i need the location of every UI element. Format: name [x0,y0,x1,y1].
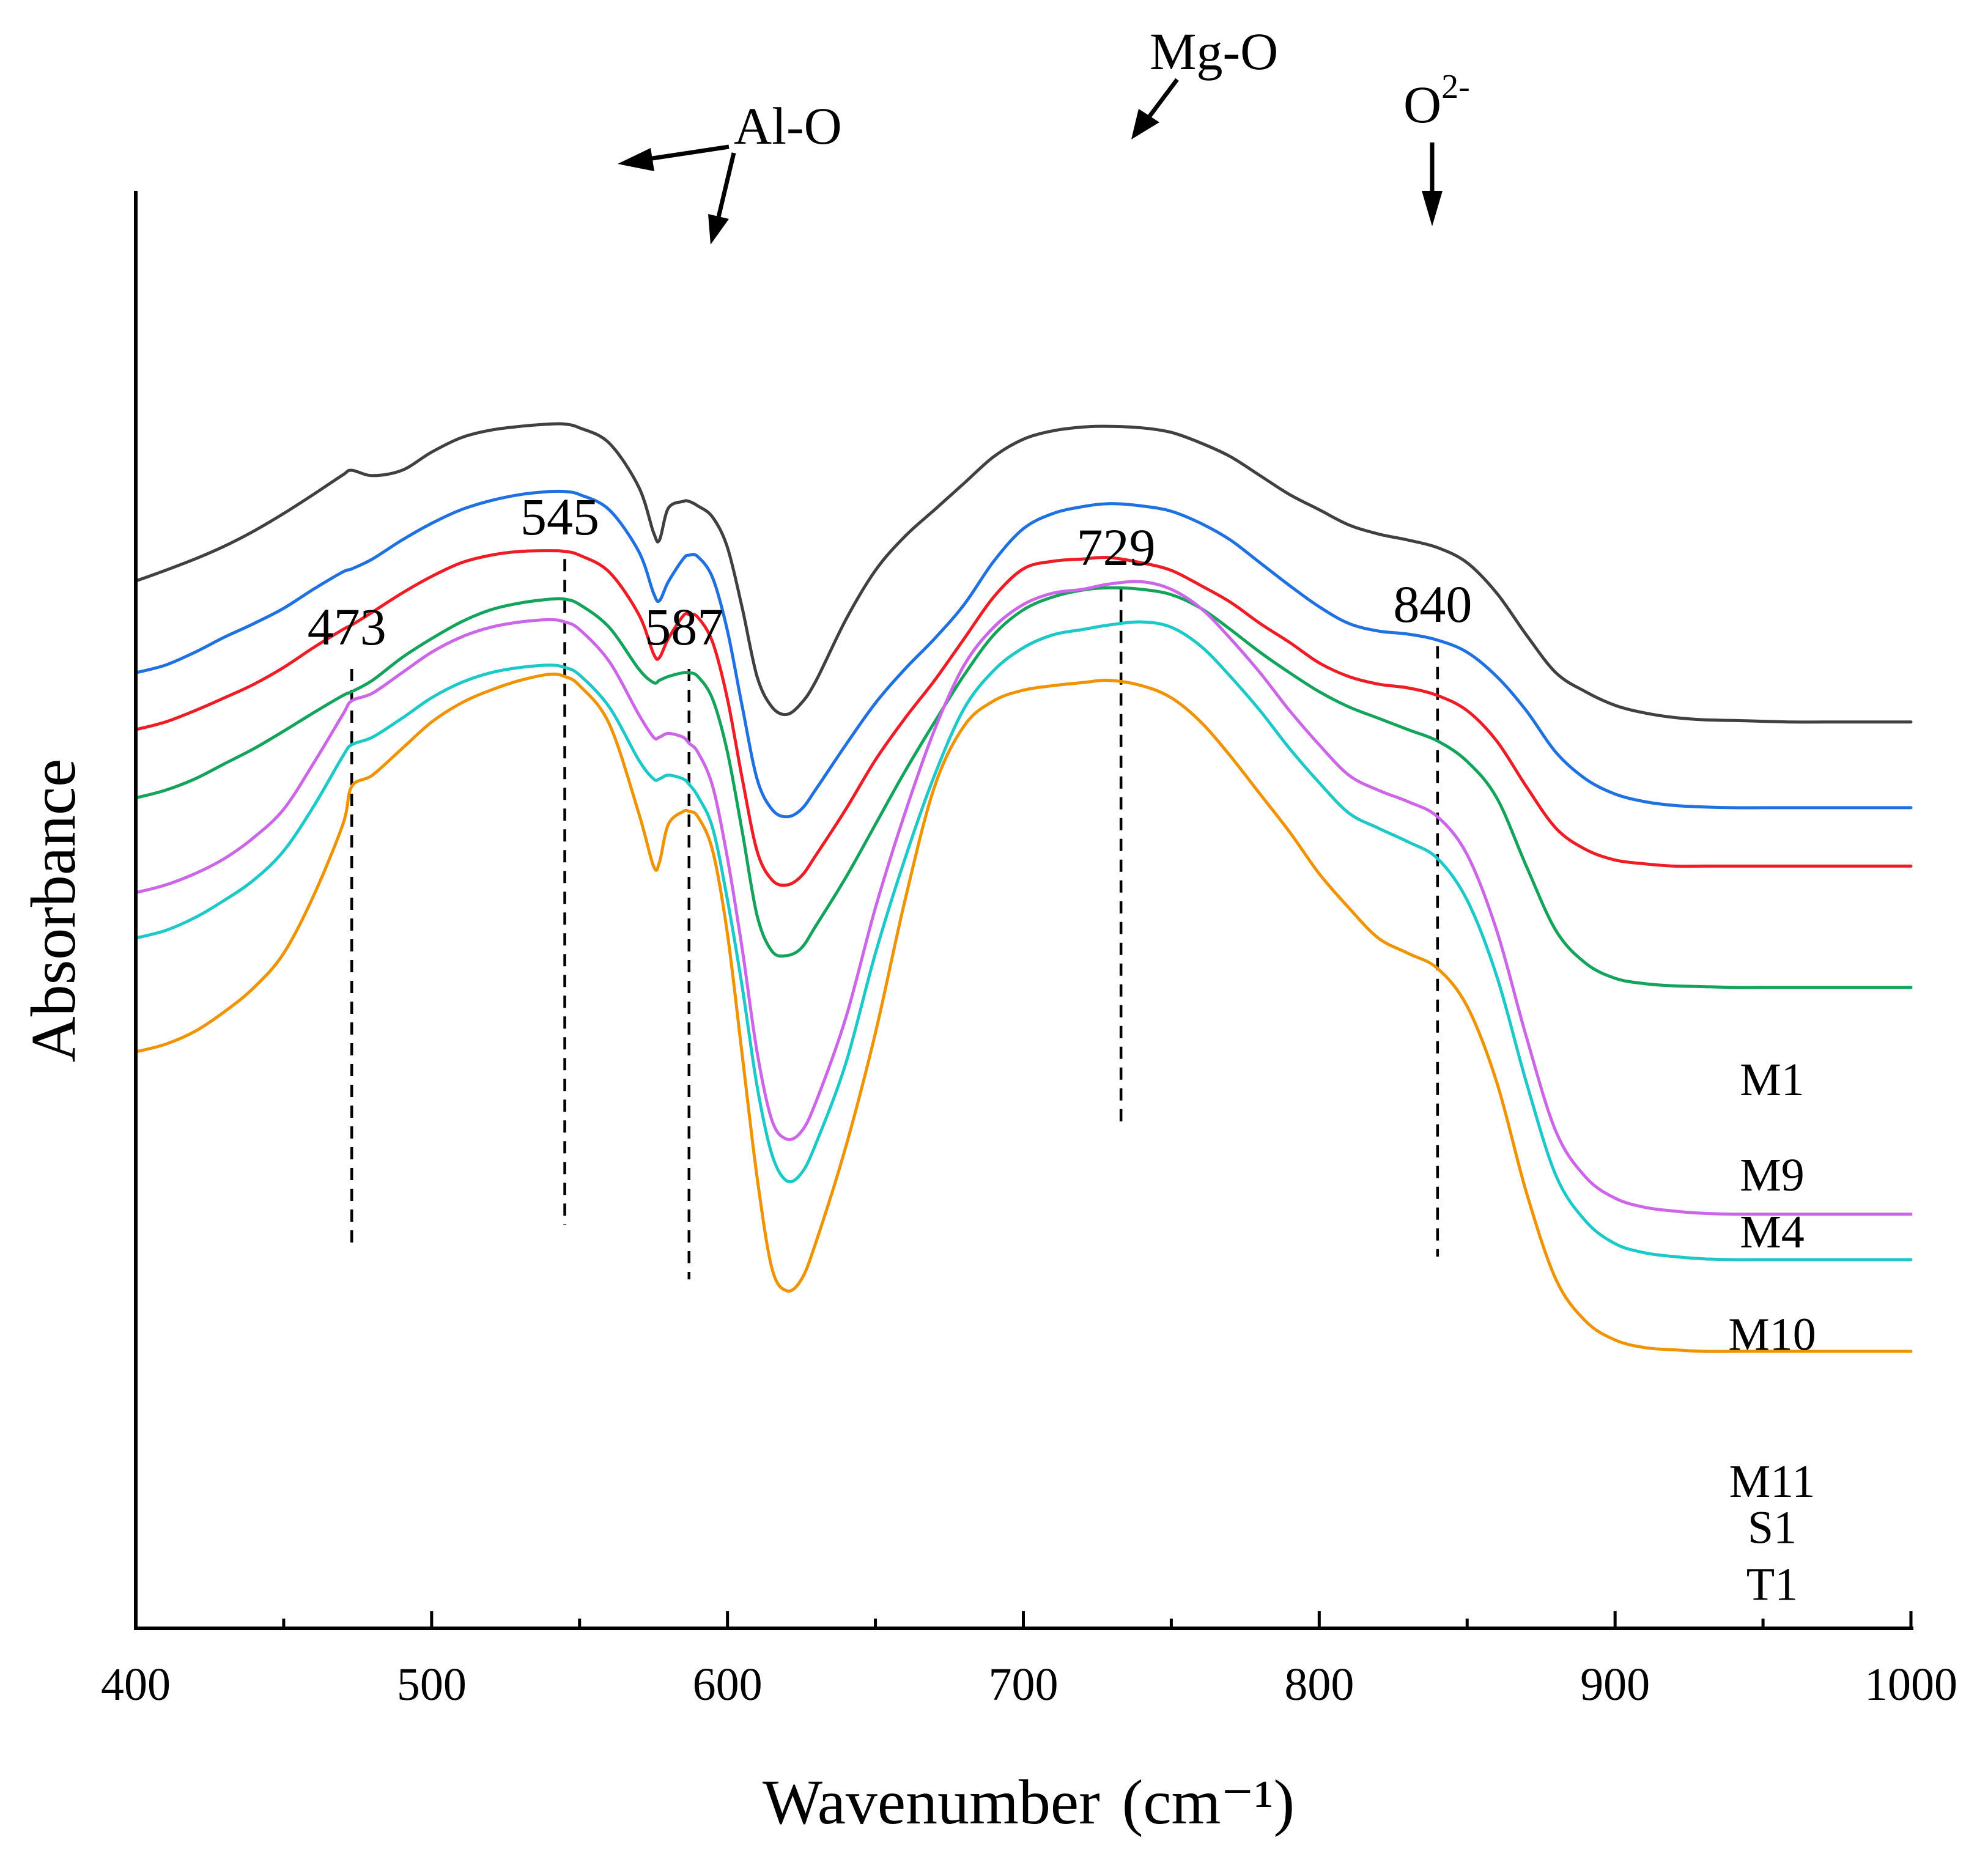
series-label-m1: M1 [1740,1054,1805,1106]
peak-label-587: 587 [645,597,723,656]
series-line-m1 [134,422,1913,724]
x-axis-title-unit: (cm⁻¹) [1122,1767,1295,1837]
series-line-s1 [134,620,1913,1261]
arrowhead-840 [1422,191,1443,226]
spectra-series [134,422,1913,1353]
x-tick-label: 1000 [1864,1659,1957,1710]
x-tick-label: 500 [397,1659,467,1710]
series-line-m4 [134,549,1913,887]
peak-labels: 473 545 587 729 840 [308,487,1473,656]
peak-label-840: 840 [1393,575,1472,633]
x-axis-title-text: Wavenumber [763,1767,1100,1837]
series-label-t1: T1 [1746,1559,1798,1611]
arrow-al-o-to-545 [648,144,730,161]
x-tick-label: 700 [989,1659,1059,1710]
series-label-m4: M4 [1740,1206,1805,1258]
arrow-al-o-to-587 [716,152,736,218]
series-line-m9 [134,489,1913,819]
peak-guide-lines [350,559,1439,1280]
series-line-m11 [134,580,1913,1216]
annotation-o2-base: O [1403,75,1441,134]
x-tick-label: 900 [1580,1659,1650,1710]
arrow-mg-o-to-729 [1148,78,1179,118]
arrowhead-729 [1131,109,1159,139]
x-tick-label: 800 [1284,1659,1354,1710]
annotation-o2-superscript: 2- [1441,68,1470,106]
peak-label-729: 729 [1077,518,1156,577]
series-label-s1: S1 [1748,1502,1797,1554]
series-label-m10: M10 [1728,1309,1816,1361]
series-line-t1 [134,672,1913,1353]
x-tick-label: 600 [693,1659,763,1710]
annotation-o2: O2- [1403,68,1470,134]
peak-label-473: 473 [308,597,386,656]
arrowhead-587 [708,214,729,245]
series-label-m11: M11 [1729,1456,1816,1507]
axes [134,191,1913,1630]
x-axis-ticks: 400 500 600 700 800 900 1000 [101,1611,1957,1710]
y-axis-title: Absorbance [18,759,89,1063]
x-tick-label: 400 [101,1659,171,1710]
x-axis-title: Wavenumber (cm⁻¹) [763,1767,1295,1837]
annotation-al-o: Al-O [734,97,842,155]
series-line-m10 [134,586,1913,989]
series-label-m9: M9 [1740,1150,1805,1201]
arrowhead-545 [618,148,654,171]
band-annotations: Al-O Mg-O O2- [618,22,1470,245]
annotation-mg-o: Mg-O [1150,22,1278,81]
peak-label-545: 545 [520,487,599,546]
